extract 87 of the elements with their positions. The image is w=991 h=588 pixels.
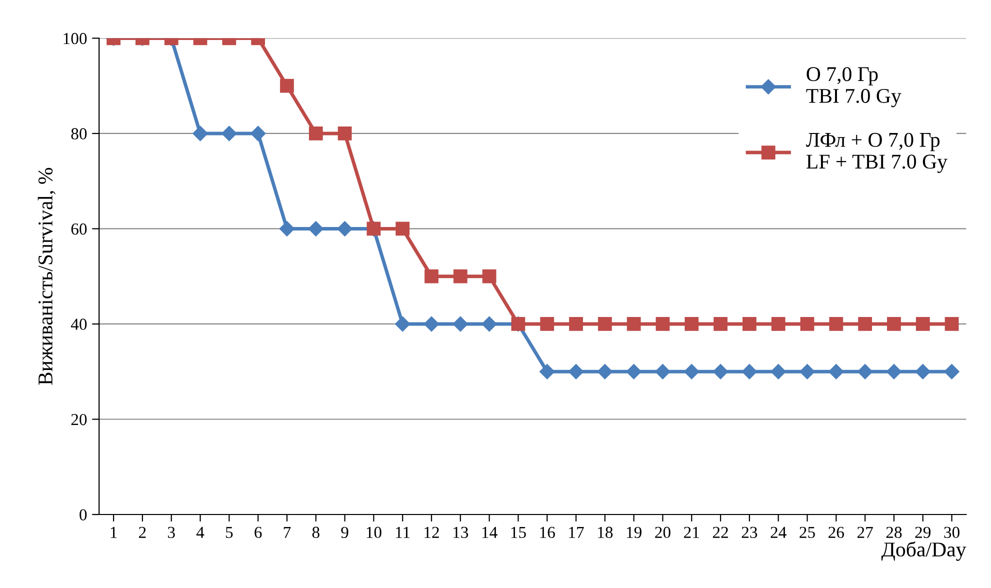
x-tick-label: 6 <box>254 526 262 538</box>
point <box>944 364 960 380</box>
point <box>338 126 352 140</box>
point <box>771 317 786 331</box>
x-tick-label: 14 <box>482 526 498 538</box>
point <box>222 126 237 142</box>
x-tick-label: 23 <box>742 526 758 538</box>
x-tick-label: 9 <box>341 526 348 538</box>
x-tick-label: 3 <box>168 526 175 538</box>
legend-label: ЛФл + О 7,0 Гр LF + TBI 7.0 Gy <box>806 132 948 173</box>
y-tick-label: 80 <box>71 128 87 140</box>
y-tick-label: 100 <box>64 32 87 44</box>
x-tick-label: 26 <box>828 526 844 538</box>
x-tick-label: 28 <box>886 526 902 538</box>
point <box>684 317 699 331</box>
point <box>308 126 323 140</box>
point <box>655 364 670 380</box>
point <box>944 317 959 331</box>
point <box>829 317 844 331</box>
x-axis-title: Доба/Day <box>881 541 966 561</box>
x-tick-label: 27 <box>857 526 873 538</box>
point <box>452 316 468 332</box>
point <box>569 317 583 331</box>
point <box>800 364 815 380</box>
point <box>886 364 902 380</box>
x-tick-label: 10 <box>366 526 382 538</box>
point <box>742 364 758 380</box>
y-tick-label: 20 <box>71 414 87 426</box>
y-tick-label: 60 <box>71 223 87 235</box>
point <box>395 316 410 332</box>
point <box>250 126 266 142</box>
point <box>396 222 410 236</box>
point <box>626 317 641 331</box>
point <box>279 221 295 236</box>
y-tick-label: 0 <box>80 509 87 520</box>
x-tick-label: 21 <box>684 526 699 538</box>
point <box>482 269 496 284</box>
x-tick-label: 20 <box>655 526 670 538</box>
x-tick-label: 22 <box>712 526 728 538</box>
point <box>887 317 901 331</box>
point <box>800 317 814 331</box>
x-tick-label: 19 <box>626 526 642 538</box>
x-tick-label: 25 <box>800 526 815 538</box>
point <box>424 316 440 332</box>
point <box>626 364 642 380</box>
point <box>192 126 208 142</box>
point <box>828 364 844 380</box>
point <box>597 364 612 380</box>
x-tick-label: 7 <box>284 526 291 538</box>
point <box>742 317 756 331</box>
x-tick-label: 11 <box>396 526 410 538</box>
x-tick-label: 15 <box>511 526 526 538</box>
point <box>424 269 438 284</box>
point <box>598 317 612 331</box>
point <box>684 364 700 380</box>
legend-label: О 7,0 Гр TBI 7.0 Gy <box>806 67 902 108</box>
x-tick-label: 18 <box>598 526 613 538</box>
point <box>714 317 728 331</box>
x-tick-label: 17 <box>569 526 584 538</box>
point <box>857 364 873 380</box>
point <box>280 78 294 93</box>
point <box>308 221 324 236</box>
x-tick-label: 24 <box>770 526 786 538</box>
point <box>712 364 728 380</box>
x-tick-label: 16 <box>540 526 555 538</box>
point <box>453 269 468 284</box>
point <box>916 317 930 331</box>
x-tick-label: 5 <box>226 526 233 538</box>
point <box>540 364 555 380</box>
point <box>656 317 670 331</box>
point <box>858 317 872 331</box>
x-tick-label: 4 <box>196 526 204 538</box>
point <box>568 364 584 380</box>
y-axis-title: Виживаність/Survival, % <box>38 168 56 385</box>
x-tick-label: 8 <box>312 526 320 538</box>
point <box>337 221 352 236</box>
x-tick-label: 1 <box>110 526 117 538</box>
x-tick-label: 13 <box>454 526 468 538</box>
point <box>482 316 497 332</box>
x-tick-label: 2 <box>139 526 146 538</box>
point <box>915 364 930 380</box>
x-tick-label: 29 <box>915 526 931 538</box>
x-tick-label: 30 <box>944 526 960 538</box>
x-tick-label: 12 <box>424 526 439 538</box>
y-tick-label: 40 <box>70 318 87 330</box>
point <box>770 364 786 380</box>
point <box>540 317 554 331</box>
